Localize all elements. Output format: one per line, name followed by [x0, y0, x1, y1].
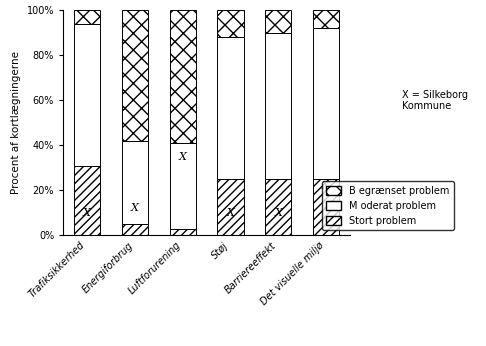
Bar [313, 10, 339, 28]
Text: X: X [83, 208, 91, 218]
Bar [217, 37, 243, 179]
Bar [265, 179, 292, 235]
Bar [122, 141, 148, 224]
Text: X: X [322, 181, 330, 191]
Bar [313, 28, 339, 179]
Bar [74, 10, 100, 24]
Bar [74, 24, 100, 165]
Bar [217, 10, 243, 37]
Text: X: X [131, 203, 139, 213]
Text: X: X [226, 208, 234, 218]
Bar [170, 228, 196, 235]
Bar [265, 33, 292, 179]
Bar [122, 224, 148, 235]
Y-axis label: Procent af kortlægningerne: Procent af kortlægningerne [11, 51, 21, 194]
Legend: B egrænset problem, M oderat problem, Stort problem: B egrænset problem, M oderat problem, St… [322, 181, 454, 230]
Bar [313, 179, 339, 235]
Bar [170, 10, 196, 143]
Text: X: X [274, 208, 282, 218]
Bar [74, 165, 100, 235]
Text: X = Silkeborg
Kommune: X = Silkeborg Kommune [401, 90, 468, 111]
Text: X: X [179, 152, 187, 162]
Bar [170, 143, 196, 228]
Bar [217, 179, 243, 235]
Bar [265, 10, 292, 33]
Bar [122, 10, 148, 141]
